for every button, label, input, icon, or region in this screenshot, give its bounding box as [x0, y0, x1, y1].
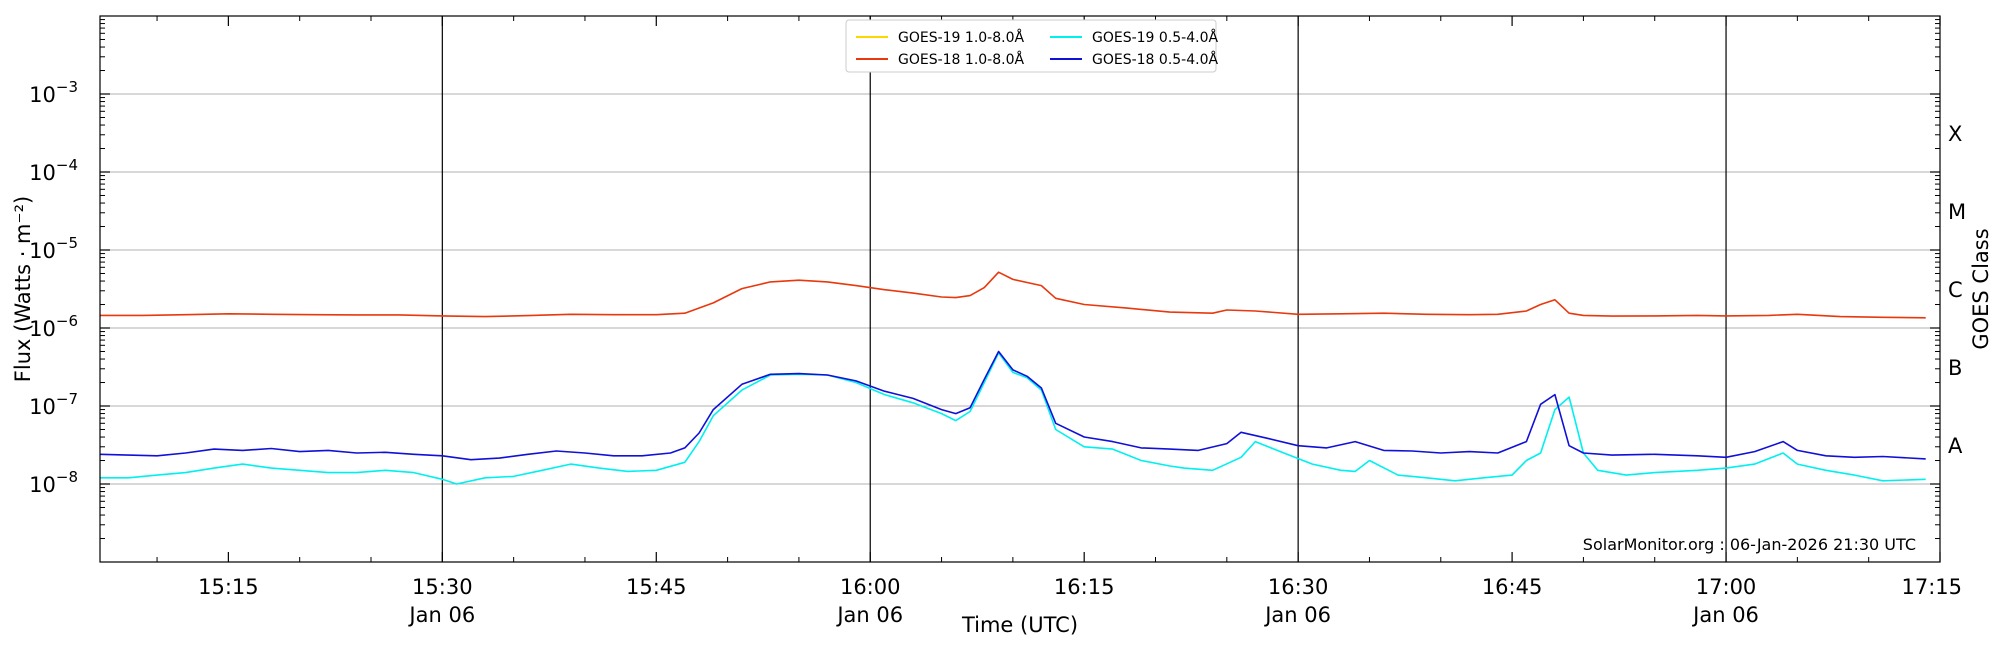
credit-text: SolarMonitor.org : 06-Jan-2026 21:30 UTC: [1583, 535, 1916, 554]
axis-ticks: [100, 16, 1941, 562]
x-tick-label: 17:15: [1901, 575, 1962, 599]
y-tick-base: 10: [29, 83, 56, 107]
y-tick-label: 10−3: [29, 78, 78, 107]
y-tick-base: 10: [29, 239, 56, 263]
x-tick-date-label: Jan 06: [407, 603, 475, 627]
x-tick-label: 16:30: [1268, 575, 1329, 599]
y-tick-label: 10−4: [29, 156, 78, 185]
y-tick-base: 10: [29, 317, 56, 341]
y-tick-label: 10−5: [29, 234, 78, 263]
horizontal-grid: [100, 93, 1940, 485]
x-tick-label: 15:45: [626, 575, 687, 599]
x-tick-date-label: Jan 06: [1263, 603, 1331, 627]
y-tick-label: 10−6: [29, 312, 78, 341]
x-tick-date-label: Jan 06: [1691, 603, 1759, 627]
legend-label: GOES-18 1.0-8.0Å: [898, 51, 1024, 68]
y-tick-exponent: −7: [56, 390, 78, 408]
goes-class-axis-title: GOES Class: [1969, 228, 1993, 349]
x-tick-label: 16:15: [1054, 575, 1115, 599]
y-tick-exponent: −5: [56, 234, 78, 252]
series-lines: [99, 271, 1926, 485]
y-tick-base: 10: [29, 395, 56, 419]
y-tick-label: 10−7: [29, 390, 78, 419]
goes-class-labels: A B C M X: [1948, 122, 1966, 458]
goes-class-label: X: [1948, 122, 1962, 146]
y-tick-exponent: −8: [56, 468, 78, 486]
y-tick-base: 10: [29, 473, 56, 497]
y-tick-labels: 10−810−710−610−510−410−3: [29, 78, 78, 497]
y-tick-exponent: −6: [56, 312, 78, 330]
series-line: [100, 271, 1926, 319]
x-axis-title: Time (UTC): [961, 613, 1078, 637]
legend: GOES-19 1.0-8.0Å GOES-18 1.0-8.0Å GOES-19 …: [845, 19, 1218, 73]
legend-label: GOES-18 0.5-4.0Å: [1092, 51, 1218, 68]
y-axis-title: Flux (Watts · m⁻²): [11, 196, 35, 382]
legend-label: GOES-19 1.0-8.0Å: [898, 29, 1024, 46]
series-line: [100, 352, 1926, 485]
x-tick-label: 16:00: [840, 575, 901, 599]
goes-class-label: A: [1948, 434, 1963, 458]
legend-box: [845, 19, 1217, 73]
day-marker-lines: [441, 16, 1727, 562]
x-tick-label: 17:00: [1696, 575, 1757, 599]
legend-label: GOES-19 0.5-4.0Å: [1092, 29, 1218, 46]
x-tick-label: 15:15: [198, 575, 259, 599]
x-tick-label: 15:30: [412, 575, 473, 599]
x-tick-date-label: Jan 06: [835, 603, 903, 627]
y-tick-exponent: −3: [56, 78, 78, 96]
x-tick-labels: 15:15 15:30 Jan 06 15:45 16:00 Jan 06 16:15 16:…: [198, 575, 1962, 627]
x-tick-label: 16:45: [1482, 575, 1543, 599]
y-tick-base: 10: [29, 161, 56, 185]
goes-class-label: M: [1948, 200, 1966, 224]
goes-class-label: B: [1948, 356, 1962, 380]
y-tick-exponent: −4: [56, 156, 78, 174]
plot-frame: [99, 15, 1941, 563]
goes-class-label: C: [1948, 278, 1963, 302]
series-line: [99, 350, 1926, 461]
y-tick-label: 10−8: [29, 468, 78, 497]
